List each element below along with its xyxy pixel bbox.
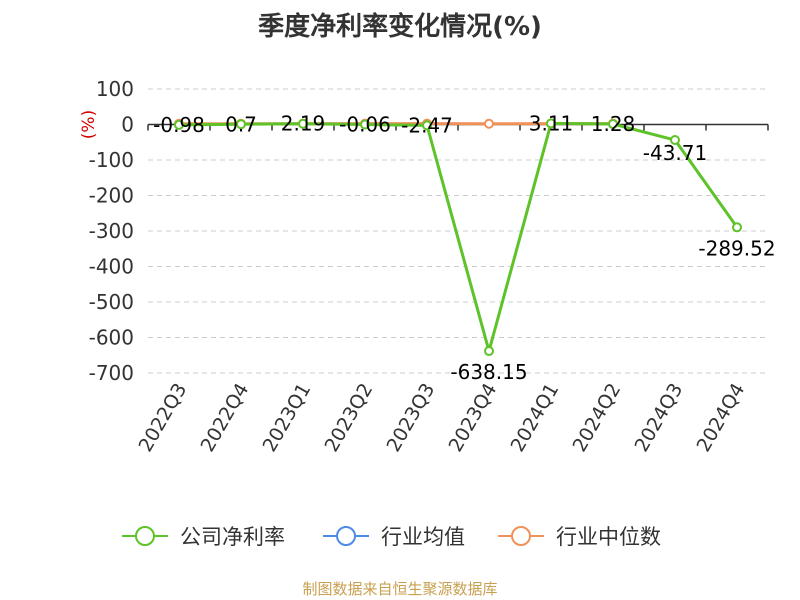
series-point bbox=[298, 118, 308, 129]
series-point bbox=[732, 222, 742, 233]
data-label: -289.52 bbox=[698, 236, 775, 260]
data-label: -0.98 bbox=[153, 113, 205, 137]
x-category-label: 2023Q4 bbox=[445, 380, 502, 456]
series-point bbox=[236, 119, 246, 130]
x-category-label: 2024Q2 bbox=[569, 380, 626, 456]
x-category-label: 2022Q4 bbox=[197, 380, 254, 456]
y-tick-label: -700 bbox=[89, 361, 134, 385]
series-point bbox=[546, 118, 556, 129]
data-label: -43.71 bbox=[643, 141, 707, 165]
data-label: 2.19 bbox=[281, 112, 326, 136]
y-tick-label: -500 bbox=[89, 290, 134, 314]
data-label: -2.47 bbox=[401, 113, 453, 137]
y-tick-label: -600 bbox=[89, 326, 134, 350]
data-labels: -0.98 0.7 2.19 -0.06 -2.47 -638.15 3.11 1.28 -43… bbox=[153, 111, 775, 384]
y-tick-label: -400 bbox=[89, 255, 134, 279]
series-point bbox=[422, 120, 432, 131]
data-label: -0.06 bbox=[339, 113, 391, 137]
source-footer: 制图数据来自恒生聚源数据库 bbox=[302, 580, 498, 598]
data-label: -638.15 bbox=[450, 360, 527, 384]
legend-marker bbox=[336, 526, 356, 546]
chart-title: 季度净利率变化情况(%) bbox=[258, 12, 542, 42]
legend-label: 行业均值 bbox=[381, 525, 465, 549]
y-tick-label: -300 bbox=[89, 219, 134, 243]
legend-marker bbox=[135, 526, 155, 546]
data-label: 3.11 bbox=[529, 111, 574, 135]
series-point bbox=[484, 346, 494, 357]
x-category-label: 2022Q3 bbox=[135, 380, 192, 456]
x-axis-categories: 2022Q3 2022Q4 2023Q1 2023Q2 2023Q3 2023Q4 2024… bbox=[135, 380, 750, 456]
x-category-label: 2024Q3 bbox=[631, 380, 688, 456]
series-point bbox=[608, 119, 618, 130]
series-point bbox=[360, 119, 370, 130]
x-category-label: 2024Q4 bbox=[693, 380, 750, 456]
legend: 公司净利率 行业均值 行业中位数 bbox=[122, 525, 661, 549]
x-category-label: 2023Q3 bbox=[383, 380, 440, 456]
y-axis-unit: (%) bbox=[79, 110, 99, 139]
y-tick-label: 0 bbox=[121, 113, 134, 137]
x-category-label: 2023Q2 bbox=[321, 380, 378, 456]
x-category-label: 2023Q1 bbox=[259, 380, 316, 456]
series-point bbox=[484, 118, 494, 129]
x-category-label: 2024Q1 bbox=[507, 380, 564, 456]
y-tick-label: -100 bbox=[89, 148, 134, 172]
y-axis-ticks: 100 0 -100 -200 -300 -400 -500 -600 -700 bbox=[89, 77, 134, 385]
legend-label: 行业中位数 bbox=[556, 525, 661, 549]
y-tick-label: 100 bbox=[96, 77, 134, 101]
series-point bbox=[670, 135, 680, 146]
y-tick-label: -200 bbox=[89, 184, 134, 208]
series-line bbox=[178, 121, 739, 353]
data-label: 1.28 bbox=[591, 112, 636, 136]
series-lines bbox=[178, 121, 739, 353]
legend-marker bbox=[511, 526, 531, 546]
grid-lines bbox=[148, 88, 768, 374]
series-point bbox=[174, 119, 184, 130]
data-label: 0.7 bbox=[225, 112, 257, 136]
legend-label: 公司净利率 bbox=[180, 525, 285, 549]
series-points bbox=[174, 118, 742, 357]
